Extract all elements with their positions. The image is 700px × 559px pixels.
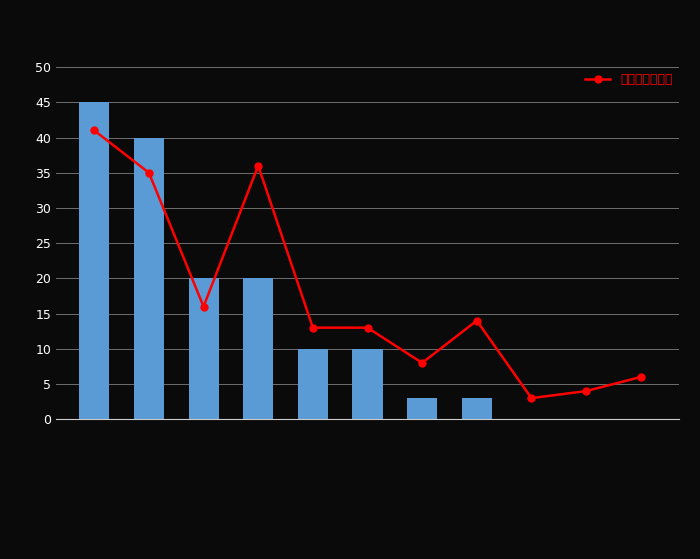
全国女性平均値 bbox=[145, 169, 153, 176]
全国女性平均値 bbox=[582, 388, 590, 395]
Bar bbox=[79, 102, 109, 419]
全国女性平均値 bbox=[90, 127, 99, 134]
全国女性平均値 bbox=[527, 395, 536, 401]
Bar bbox=[407, 398, 438, 419]
Bar bbox=[188, 278, 218, 419]
全国女性平均値 bbox=[363, 324, 372, 331]
Bar bbox=[243, 278, 273, 419]
全国女性平均値 bbox=[199, 303, 208, 310]
Bar bbox=[353, 349, 382, 419]
全国女性平均値 bbox=[473, 318, 481, 324]
Line: 全国女性平均値: 全国女性平均値 bbox=[91, 127, 644, 401]
Bar bbox=[298, 349, 328, 419]
全国女性平均値 bbox=[254, 162, 262, 169]
全国女性平均値 bbox=[418, 359, 426, 366]
Legend: 全国女性平均値: 全国女性平均値 bbox=[585, 73, 673, 86]
全国女性平均値 bbox=[636, 373, 645, 380]
Bar bbox=[134, 138, 164, 419]
Bar bbox=[462, 398, 492, 419]
全国女性平均値 bbox=[309, 324, 317, 331]
